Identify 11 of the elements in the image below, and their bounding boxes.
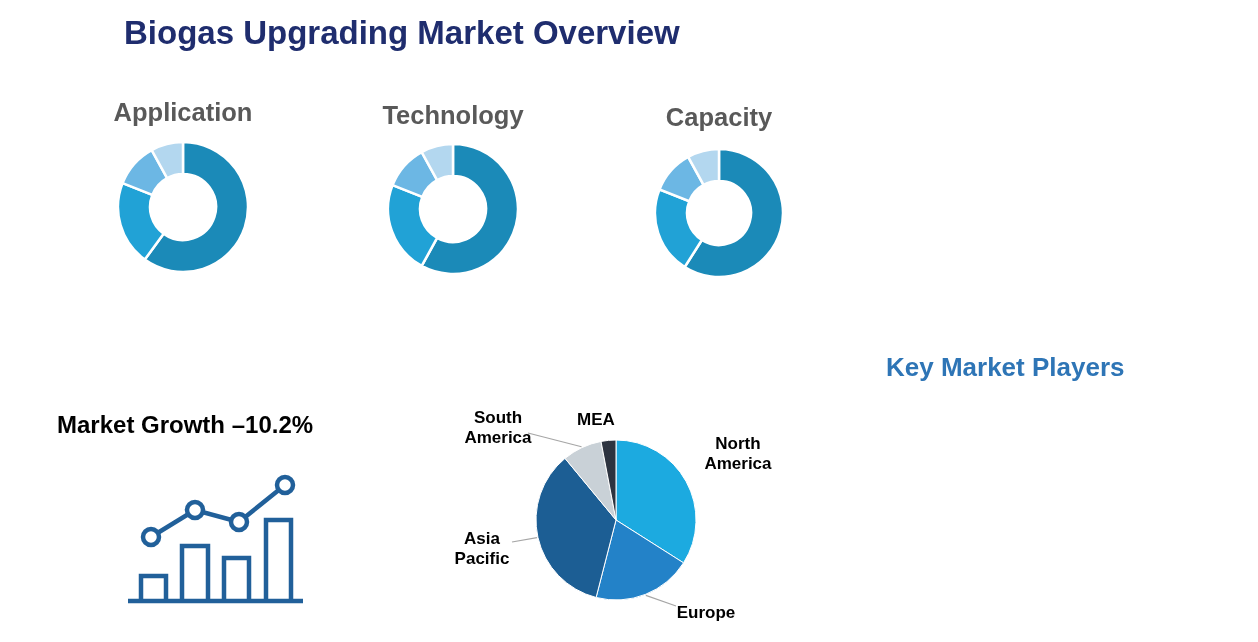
slice-label: South America [464, 407, 533, 448]
slice-label: MEA [577, 409, 615, 429]
chart-title: Capacity [665, 103, 773, 131]
chart-title: Technology [382, 101, 525, 129]
slice-label: North America [704, 433, 773, 474]
text: Biogas Upgrading Market Overview [124, 14, 680, 51]
slice-label: Europe [676, 602, 736, 622]
slice-label: Asia Pacific [454, 528, 510, 569]
chart-title: Application [113, 98, 253, 126]
text: Key Market Players [886, 352, 1125, 382]
text: Market Growth –10.2% [57, 411, 314, 438]
